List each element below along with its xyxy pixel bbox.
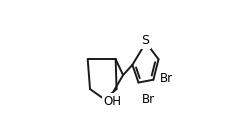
Text: Br: Br [142,93,155,106]
Text: Br: Br [160,72,173,85]
Text: S: S [141,34,149,47]
Text: OH: OH [104,95,122,108]
